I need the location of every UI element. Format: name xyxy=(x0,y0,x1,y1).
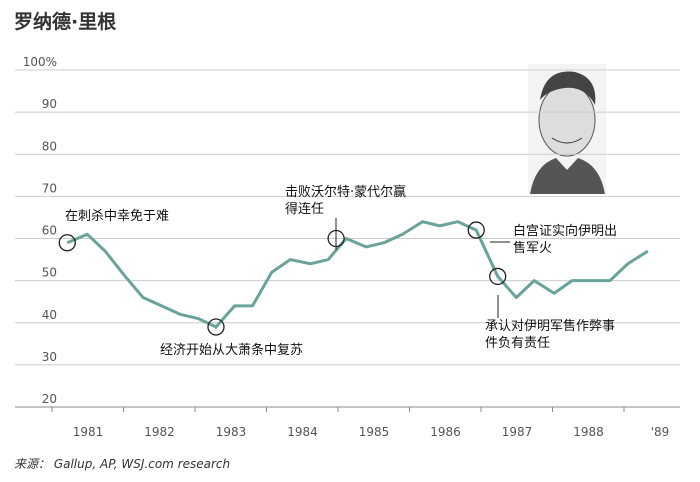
y-tick-label: 60 xyxy=(42,224,57,238)
x-tick-label: 1988 xyxy=(573,425,604,439)
x-tick-label: 1986 xyxy=(430,425,461,439)
annotation-circle xyxy=(207,318,225,336)
portrait xyxy=(528,64,606,194)
chart-title: 罗纳德·里根 xyxy=(14,10,116,33)
annotation-circle xyxy=(58,234,76,252)
annotation: 售军火 xyxy=(513,240,552,256)
y-tick-label: 40 xyxy=(42,308,57,322)
y-tick-label: 80 xyxy=(42,139,57,153)
annotation: 击败沃尔特·蒙代尔赢 xyxy=(285,184,406,200)
annotation-circle xyxy=(467,221,485,239)
x-tick-label: '89 xyxy=(651,425,670,439)
y-tick-label: 90 xyxy=(42,97,57,111)
x-tick-label: 1982 xyxy=(144,425,175,439)
y-tick-label: 50 xyxy=(42,266,57,280)
source: 来源： Gallup, AP, WSJ.com research xyxy=(14,457,230,471)
x-tick-label: 1981 xyxy=(73,425,104,439)
annotation: 件负有责任 xyxy=(485,336,550,351)
annotation-circle xyxy=(489,267,507,286)
x-tick-label: 1985 xyxy=(359,425,390,439)
y-tick-label: 30 xyxy=(42,350,57,364)
annotation: 承认对伊明军售作弊事 xyxy=(485,318,615,334)
series-line xyxy=(66,220,649,329)
annotation: 白宫证实向伊明出 xyxy=(513,223,617,239)
annotation: 得连任 xyxy=(285,201,324,217)
annotation: 在刺杀中幸免于难 xyxy=(65,209,169,224)
x-tick-label: 1984 xyxy=(287,425,318,439)
annotation-circle xyxy=(327,229,345,248)
y-tick-label: 20 xyxy=(42,392,57,406)
x-tick-label: 1987 xyxy=(502,425,533,439)
x-tick-label: 1983 xyxy=(216,425,247,439)
y-tick-label: 100% xyxy=(23,55,57,69)
y-tick-label: 70 xyxy=(42,181,57,195)
annotation: 经济开始从大萧条中复苏 xyxy=(160,342,303,358)
